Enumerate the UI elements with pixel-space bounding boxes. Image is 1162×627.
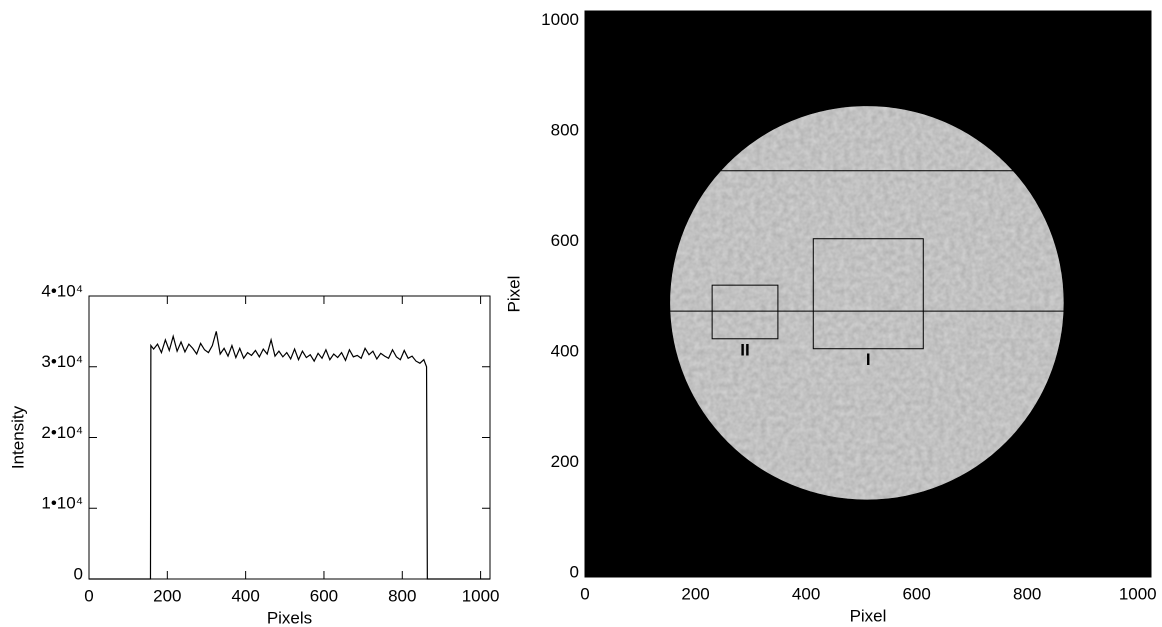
y-tick-label: 800	[551, 120, 579, 139]
x-axis-label: Pixels	[267, 608, 312, 627]
y-tick-label: 3•10⁴	[41, 352, 83, 371]
y-tick-label: 1•10⁴	[41, 494, 83, 513]
solar-disk	[670, 106, 1064, 500]
region-label: I	[866, 350, 871, 369]
axes-frame	[584, 10, 1152, 578]
y-axis-label: Intensity	[8, 405, 27, 469]
x-tick-label: 200	[153, 586, 181, 605]
x-tick-label: 200	[681, 584, 709, 603]
axes-frame	[88, 295, 491, 580]
y-tick-label: 600	[551, 231, 579, 250]
y-tick-label: 200	[551, 452, 579, 471]
x-tick-label: 600	[902, 584, 930, 603]
region-label: II	[740, 340, 749, 359]
x-tick-label: 1000	[1119, 584, 1157, 603]
intensity-line	[89, 331, 490, 580]
region-box	[711, 284, 779, 340]
x-tick-label: 1000	[462, 586, 500, 605]
y-tick-label: 0	[570, 562, 579, 581]
region-box	[812, 238, 924, 350]
x-tick-label: 800	[1013, 584, 1041, 603]
x-tick-label: 800	[388, 586, 416, 605]
x-tick-label: 600	[310, 586, 338, 605]
y-axis-label: Pixel	[504, 276, 523, 313]
x-tick-label: 400	[231, 586, 259, 605]
x-tick-label: 400	[792, 584, 820, 603]
x-tick-label: 0	[84, 586, 93, 605]
y-tick-label: 0	[74, 564, 83, 583]
y-tick-label: 4•10⁴	[41, 281, 83, 300]
y-tick-label: 1000	[541, 10, 579, 29]
x-axis-label: Pixel	[850, 606, 887, 625]
y-tick-label: 400	[551, 341, 579, 360]
y-tick-label: 2•10⁴	[41, 423, 83, 442]
x-tick-label: 0	[580, 584, 589, 603]
